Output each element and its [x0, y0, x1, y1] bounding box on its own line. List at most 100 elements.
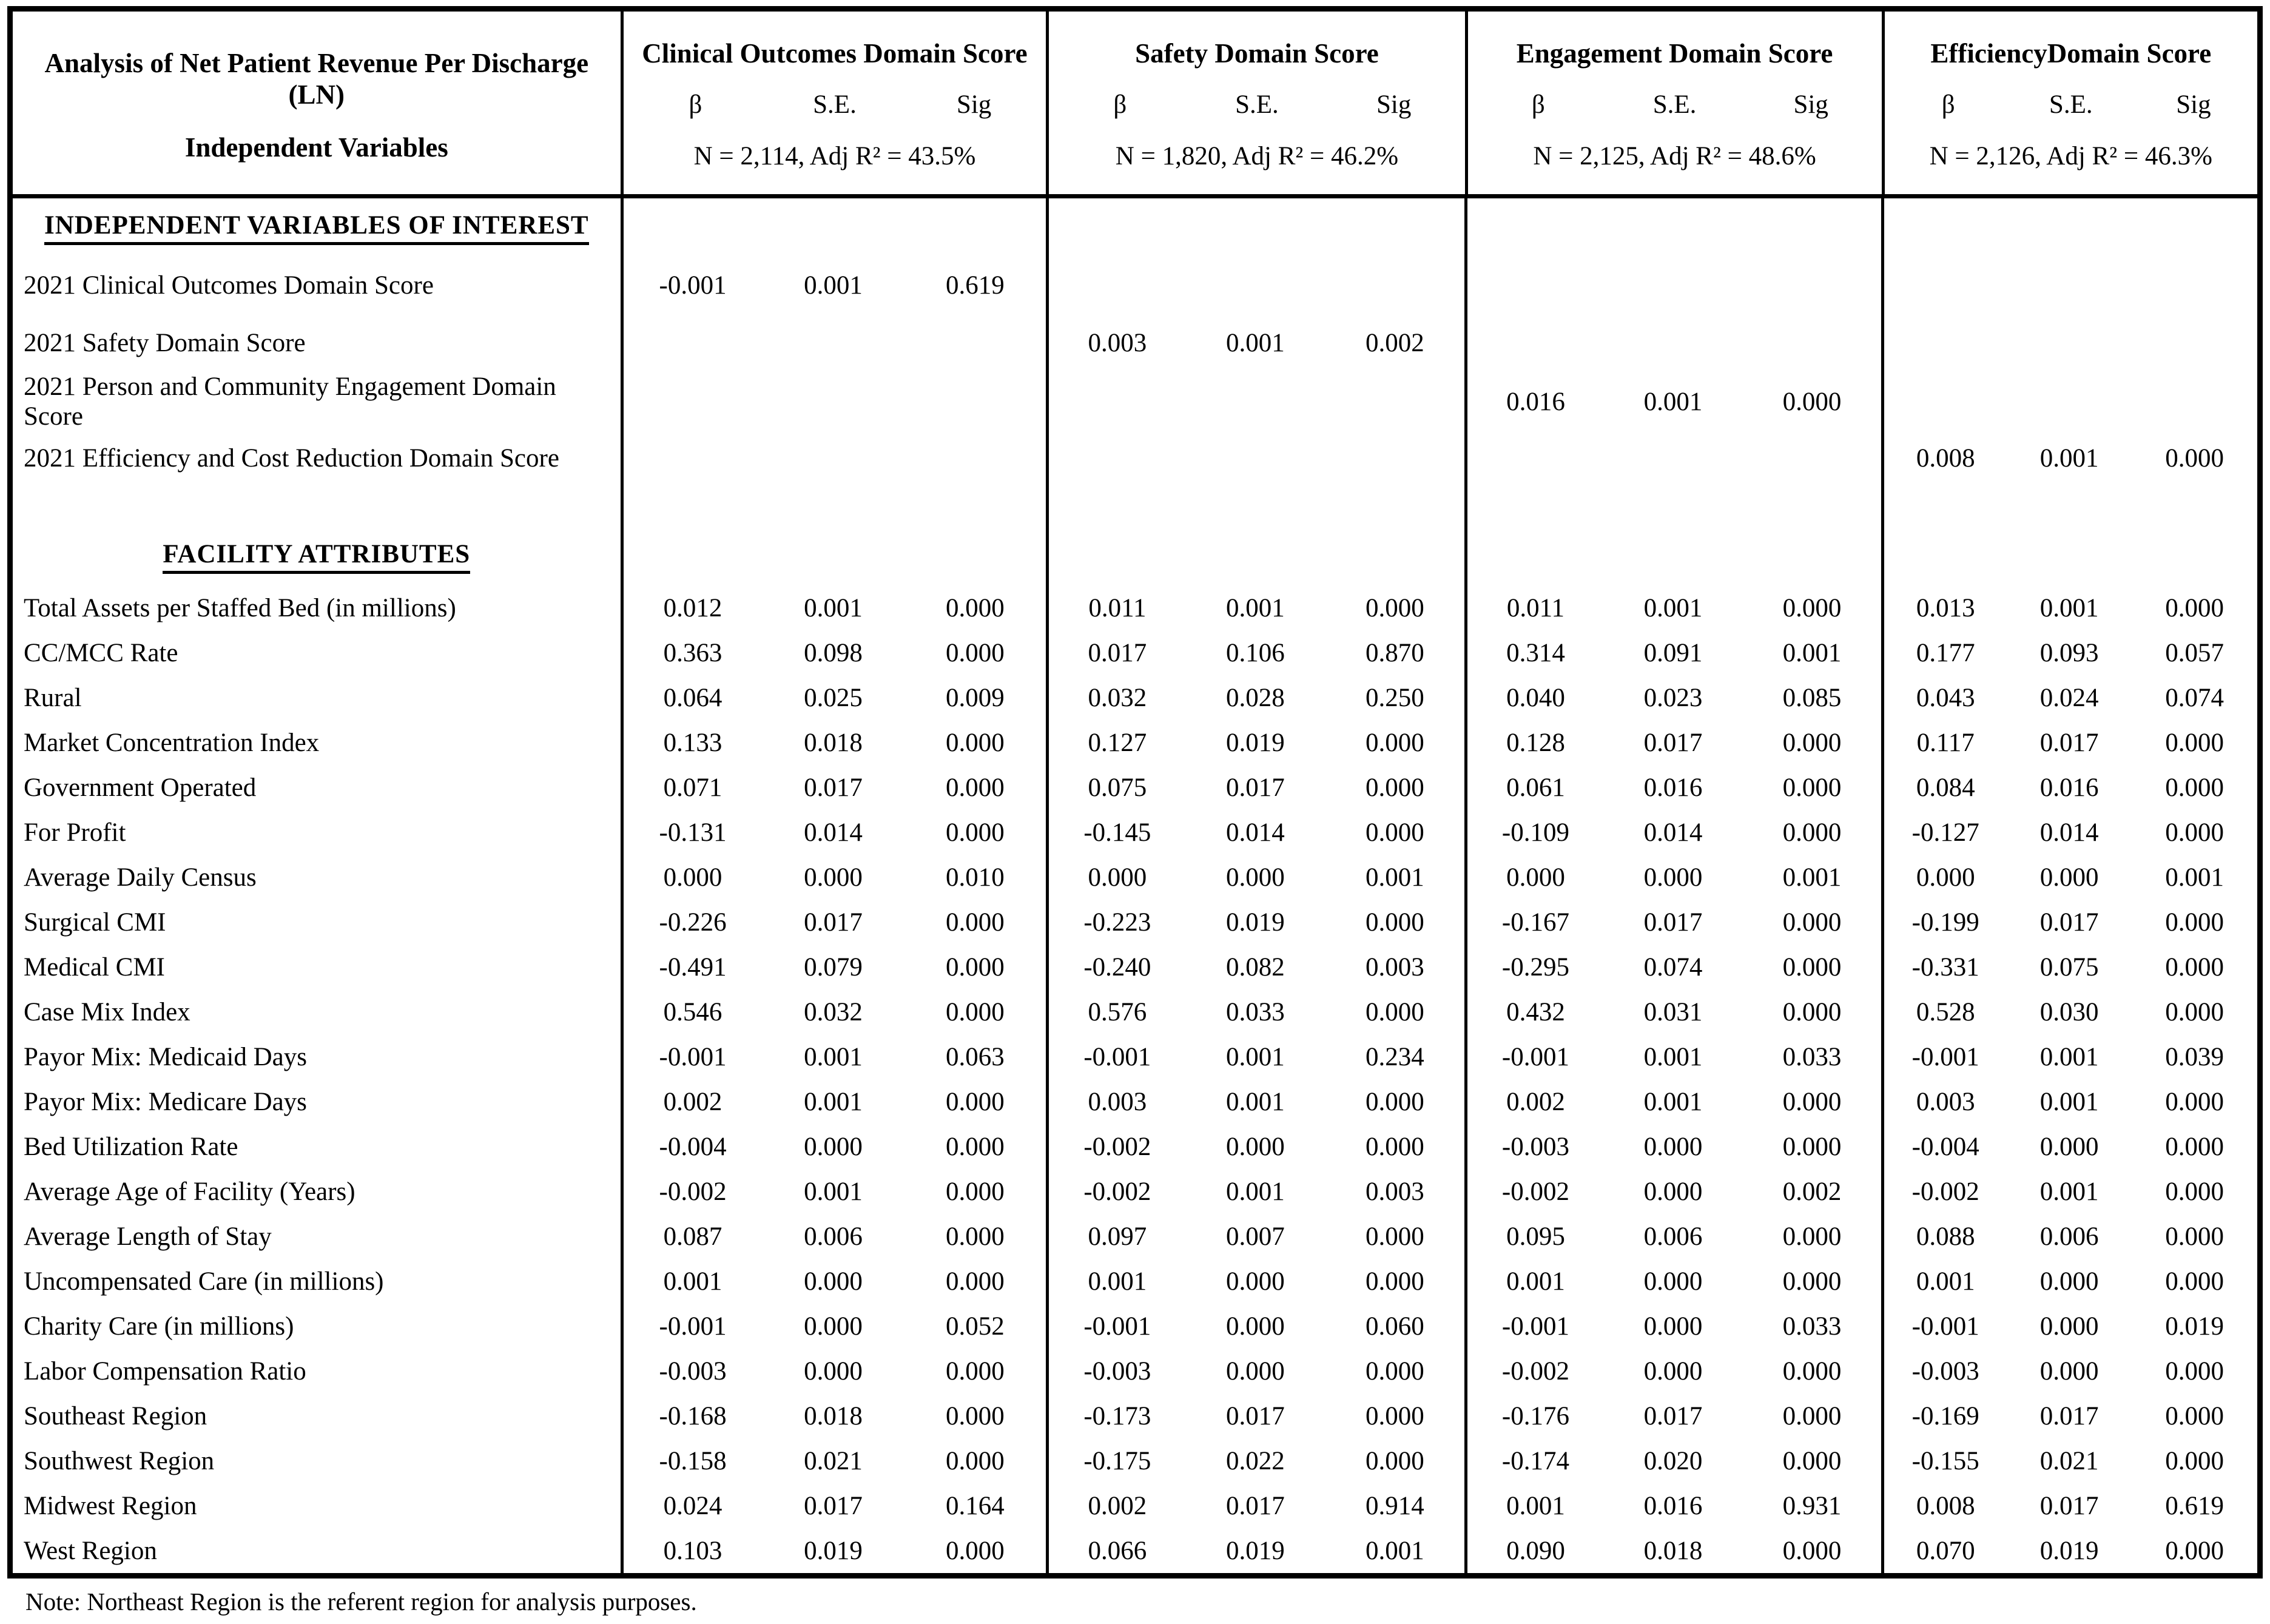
- beta-value: -0.169: [1881, 1393, 2006, 1438]
- table-row: Government Operated 0.071 0.017 0.000 0.075 0…: [13, 765, 2257, 810]
- group-stats-efficiency: N = 2,126, Adj R² = 46.3%: [1929, 142, 2212, 170]
- se-value: 0.007: [1226, 1222, 1285, 1251]
- table-body: INDEPENDENT VARIABLES OF INTEREST 2021 Cl…: [13, 198, 2257, 1573]
- sig-value: 0.000: [946, 908, 1005, 937]
- beta-value: 0.043: [1881, 675, 2006, 720]
- row-label: Case Mix Index: [24, 997, 190, 1026]
- se-value: [2007, 372, 2132, 431]
- se-value: 0.000: [1226, 1132, 1285, 1161]
- beta-value: [1881, 487, 2006, 527]
- table-row: Surgical CMI -0.226 0.017 0.000 -0.223 0.019 0…: [13, 900, 2257, 945]
- table-row: 2021 Efficiency and Cost Reduction Domai…: [13, 430, 2257, 487]
- sig-value: 0.000: [1366, 1446, 1424, 1475]
- sig-value: [1742, 198, 1881, 257]
- se-value: 0.000: [1643, 1312, 1703, 1341]
- beta-value: 0.070: [1881, 1528, 2006, 1573]
- sig-value: 0.000: [2165, 773, 2224, 802]
- sig-value: 0.931: [1782, 1491, 1842, 1520]
- row-label: CC/MCC Rate: [24, 638, 178, 667]
- beta-value: 0.084: [1881, 765, 2006, 810]
- se-value: 0.001: [1643, 1042, 1703, 1071]
- sig-value: 0.000: [1782, 1401, 1842, 1430]
- sig-value: 0.870: [1366, 638, 1424, 667]
- sig-value: [904, 314, 1046, 372]
- sig-value: 0.085: [1782, 683, 1842, 712]
- group-name-engagement: Engagement Domain Score: [1516, 38, 1833, 69]
- sig-value: 0.000: [1782, 908, 1842, 937]
- sig-value: 0.000: [1366, 1132, 1424, 1161]
- sig-value: 0.000: [2165, 1177, 2224, 1206]
- se-value: 0.017: [1226, 1491, 1285, 1520]
- beta-value: 0.001: [1881, 1259, 2006, 1304]
- se-value: 0.001: [1643, 1087, 1703, 1116]
- se-value: 0.000: [804, 863, 863, 892]
- beta-value: 0.128: [1464, 720, 1603, 765]
- beta-value: [1464, 487, 1603, 527]
- beta-value: -0.491: [620, 945, 763, 989]
- section-header-row: FACILITY ATTRIBUTES: [13, 527, 2257, 585]
- beta-value: 0.071: [620, 765, 763, 810]
- se-value: 0.093: [2039, 638, 2099, 667]
- row-label: 2021 Person and Community Engagement Dom…: [24, 372, 556, 431]
- beta-value: -0.167: [1464, 900, 1603, 945]
- sig-value: 0.000: [946, 1401, 1005, 1430]
- se-value: [763, 314, 904, 372]
- beta-value: 0.012: [620, 585, 763, 630]
- beta-value: 0.002: [620, 1079, 763, 1124]
- beta-column-header: β: [1531, 90, 1545, 119]
- se-value: 0.001: [804, 1042, 863, 1071]
- beta-value: -0.003: [1881, 1349, 2006, 1393]
- sig-value: 0.003: [1366, 1177, 1424, 1206]
- beta-value: -0.175: [1046, 1438, 1185, 1483]
- se-value: 0.019: [2039, 1536, 2099, 1565]
- se-value: [1185, 372, 1325, 431]
- beta-value: 0.000: [1046, 855, 1185, 900]
- se-value: [2007, 257, 2132, 314]
- row-label: Charity Care (in millions): [24, 1312, 294, 1341]
- beta-value: 0.097: [1046, 1214, 1185, 1259]
- beta-value: [1881, 257, 2006, 314]
- beta-value: 0.103: [620, 1528, 763, 1573]
- se-value: 0.000: [1643, 863, 1703, 892]
- table-row: Charity Care (in millions) -0.001 0.000 0.0…: [13, 1304, 2257, 1349]
- beta-value: -0.127: [1881, 810, 2006, 855]
- se-value: 0.033: [1226, 997, 1285, 1026]
- se-value: 0.017: [804, 908, 863, 937]
- beta-value: -0.004: [620, 1124, 763, 1169]
- beta-value: 0.002: [1046, 1483, 1185, 1528]
- se-value: 0.074: [1643, 952, 1703, 982]
- se-value: 0.017: [1643, 908, 1703, 937]
- se-value: 0.106: [1226, 638, 1285, 667]
- sig-value: 0.000: [1782, 773, 1842, 802]
- sig-value: 0.000: [2165, 952, 2224, 982]
- sig-value: 0.000: [1782, 593, 1842, 622]
- sig-value: 0.000: [1782, 1267, 1842, 1296]
- se-value: 0.000: [804, 1267, 863, 1296]
- sig-value: 0.250: [1366, 683, 1424, 712]
- beta-value: 0.087: [620, 1214, 763, 1259]
- sig-value: 0.000: [946, 818, 1005, 847]
- beta-value: -0.003: [620, 1349, 763, 1393]
- beta-value: -0.003: [1046, 1349, 1185, 1393]
- row-label: Medical CMI: [24, 952, 165, 982]
- beta-value: 0.088: [1881, 1214, 2006, 1259]
- sig-value: [1742, 527, 1881, 585]
- beta-value: 0.013: [1881, 585, 2006, 630]
- sig-value: 0.000: [2165, 908, 2224, 937]
- sig-value: 0.234: [1366, 1042, 1424, 1071]
- sig-value: 0.001: [1782, 638, 1842, 667]
- beta-value: 0.127: [1046, 720, 1185, 765]
- se-value: [1185, 198, 1325, 257]
- beta-value: [1881, 314, 2006, 372]
- beta-value: 0.314: [1464, 630, 1603, 675]
- beta-value: 0.017: [1046, 630, 1185, 675]
- sig-value: [2132, 487, 2257, 527]
- beta-value: -0.002: [620, 1169, 763, 1214]
- sig-column-header: Sig: [2176, 90, 2211, 119]
- beta-value: [1464, 257, 1603, 314]
- table-footnote: Note: Northeast Region is the referent r…: [25, 1588, 697, 1616]
- beta-value: [1046, 430, 1185, 487]
- beta-value: [620, 487, 763, 527]
- sig-value: 0.000: [1366, 728, 1424, 757]
- beta-value: 0.000: [1464, 855, 1603, 900]
